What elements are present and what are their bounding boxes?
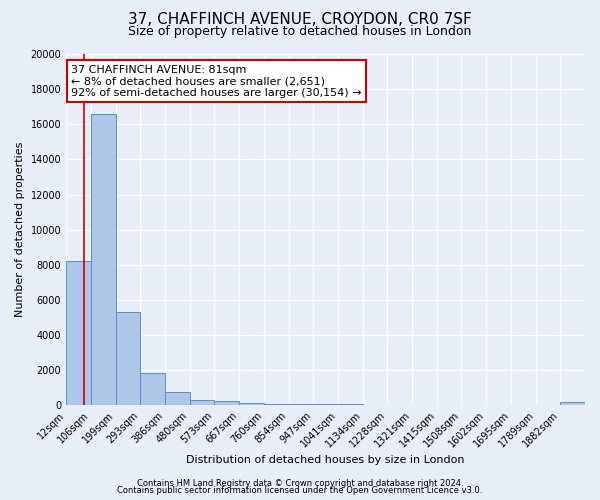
Bar: [560, 402, 585, 406]
Bar: [66, 262, 91, 406]
Bar: [190, 400, 214, 406]
Bar: [388, 405, 412, 406]
Bar: [362, 404, 388, 406]
Bar: [91, 114, 116, 406]
Text: Contains public sector information licensed under the Open Government Licence v3: Contains public sector information licen…: [118, 486, 482, 495]
Text: 37 CHAFFINCH AVENUE: 81sqm
← 8% of detached houses are smaller (2,651)
92% of se: 37 CHAFFINCH AVENUE: 81sqm ← 8% of detac…: [71, 64, 362, 98]
Bar: [264, 404, 289, 406]
Bar: [239, 402, 264, 406]
Text: Size of property relative to detached houses in London: Size of property relative to detached ho…: [128, 25, 472, 38]
Text: 37, CHAFFINCH AVENUE, CROYDON, CR0 7SF: 37, CHAFFINCH AVENUE, CROYDON, CR0 7SF: [128, 12, 472, 28]
Bar: [165, 392, 190, 406]
Bar: [313, 404, 338, 406]
Bar: [289, 404, 313, 406]
X-axis label: Distribution of detached houses by size in London: Distribution of detached houses by size …: [187, 455, 465, 465]
Text: Contains HM Land Registry data © Crown copyright and database right 2024.: Contains HM Land Registry data © Crown c…: [137, 478, 463, 488]
Bar: [140, 373, 165, 406]
Bar: [338, 404, 362, 406]
Y-axis label: Number of detached properties: Number of detached properties: [15, 142, 25, 318]
Bar: [214, 401, 239, 406]
Bar: [116, 312, 140, 406]
